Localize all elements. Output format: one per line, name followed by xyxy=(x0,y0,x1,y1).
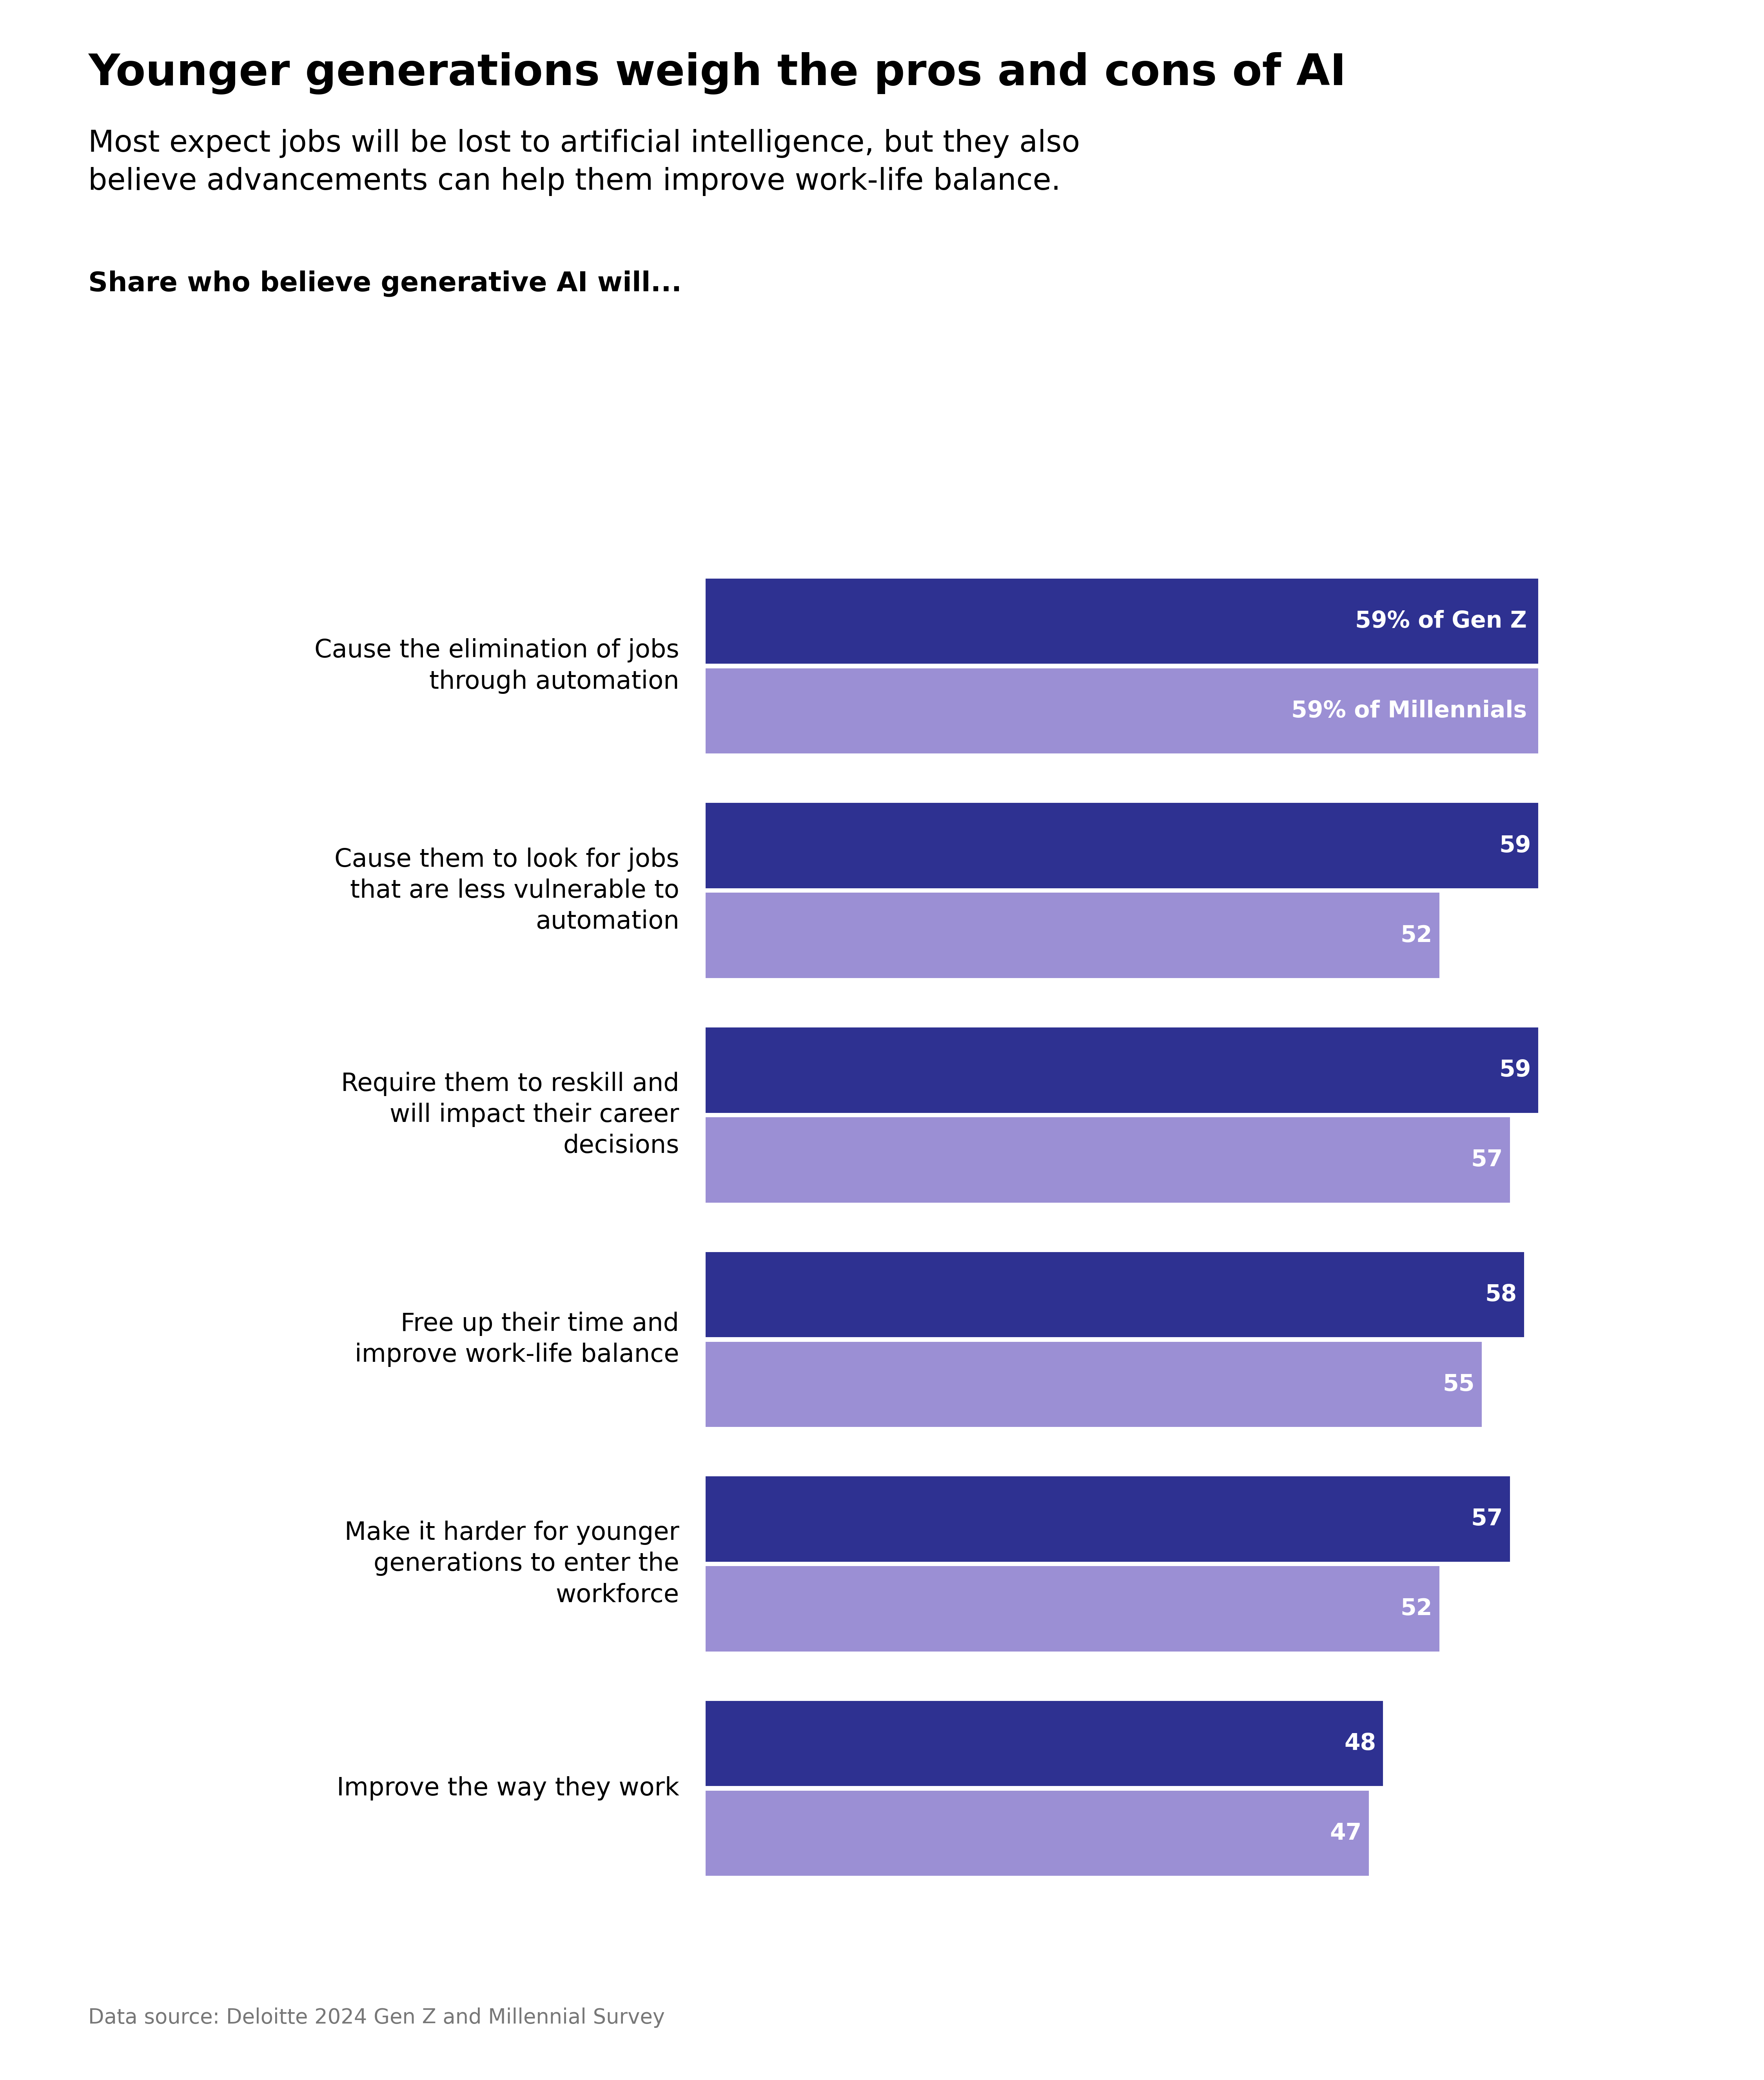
Bar xyxy=(706,1791,1369,1876)
Text: 57: 57 xyxy=(1471,1148,1503,1171)
Text: 48: 48 xyxy=(1344,1733,1376,1756)
Text: Make it harder for younger
generations to enter the
workforce: Make it harder for younger generations t… xyxy=(344,1520,679,1608)
Text: Younger generations weigh the pros and cons of AI: Younger generations weigh the pros and c… xyxy=(88,52,1346,94)
Text: Cause them to look for jobs
that are less vulnerable to
automation: Cause them to look for jobs that are les… xyxy=(335,847,679,934)
Bar xyxy=(706,1477,1510,1562)
Text: Share who believe generative AI will...: Share who believe generative AI will... xyxy=(88,270,681,297)
Text: Cause the elimination of jobs
through automation: Cause the elimination of jobs through au… xyxy=(314,639,679,695)
Text: 59% of Gen Z: 59% of Gen Z xyxy=(1355,609,1528,632)
Text: Require them to reskill and
will impact their career
decisions: Require them to reskill and will impact … xyxy=(340,1071,679,1159)
Text: 59% of Millennials: 59% of Millennials xyxy=(1291,699,1528,722)
Text: Free up their time and
improve work-life balance: Free up their time and improve work-life… xyxy=(355,1312,679,1367)
Text: 57: 57 xyxy=(1471,1508,1503,1531)
Text: Improve the way they work: Improve the way they work xyxy=(337,1776,679,1801)
Bar xyxy=(706,1117,1510,1202)
Bar xyxy=(706,1028,1538,1113)
Bar xyxy=(706,1342,1482,1427)
Text: 55: 55 xyxy=(1443,1373,1475,1396)
Bar xyxy=(706,1566,1439,1652)
Text: 52: 52 xyxy=(1401,924,1432,946)
Text: Data source: Deloitte 2024 Gen Z and Millennial Survey: Data source: Deloitte 2024 Gen Z and Mil… xyxy=(88,2007,665,2028)
Text: 47: 47 xyxy=(1330,1822,1362,1845)
Text: 58: 58 xyxy=(1485,1283,1517,1306)
Text: 59: 59 xyxy=(1499,1059,1531,1082)
Bar xyxy=(706,578,1538,664)
Text: Most expect jobs will be lost to artificial intelligence, but they also
believe : Most expect jobs will be lost to artific… xyxy=(88,129,1080,196)
Bar xyxy=(706,803,1538,888)
Bar xyxy=(706,668,1538,753)
Bar xyxy=(706,1701,1383,1787)
Text: 52: 52 xyxy=(1401,1597,1432,1620)
Bar xyxy=(706,892,1439,978)
Bar xyxy=(706,1252,1524,1337)
Text: 59: 59 xyxy=(1499,834,1531,857)
